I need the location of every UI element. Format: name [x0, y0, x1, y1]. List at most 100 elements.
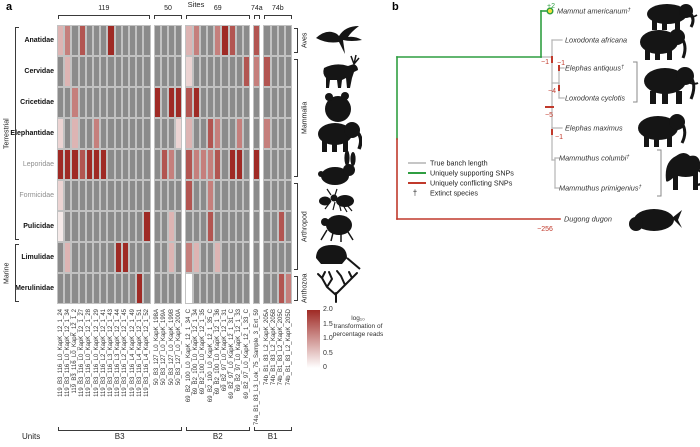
heatmap-cell [168, 118, 176, 149]
heatmap-cell [93, 56, 101, 87]
legend-label: True banch length [430, 159, 488, 168]
heatmap-cell [136, 149, 144, 180]
heatmap-cell [277, 273, 285, 304]
heatmap-cell [243, 211, 251, 242]
heatmap-cell [160, 242, 168, 273]
heatmap-cell [93, 273, 101, 304]
heatmap-cell [253, 25, 261, 56]
branch-annotation: −5 [545, 112, 553, 119]
heatmap-cell [192, 273, 200, 304]
site-label: 119 [98, 5, 110, 12]
heatmap-cell [78, 149, 86, 180]
heatmap-cell [114, 149, 122, 180]
unit-label: B1 [267, 432, 278, 441]
family-label: Merulinidae [15, 285, 54, 292]
heatmap-cell [160, 118, 168, 149]
heatmap-cell [100, 25, 108, 56]
coral-silhouette [314, 268, 360, 304]
site-label: 50 [164, 5, 172, 12]
heatmap-cell [199, 242, 207, 273]
heatmap-cell [64, 273, 72, 304]
heatmap-cell [175, 211, 183, 242]
heatmap-cell [235, 242, 243, 273]
heatmap-cell [185, 180, 193, 211]
tree-node [546, 7, 554, 15]
bird-silhouette [315, 24, 363, 56]
heatmap-cell [243, 118, 251, 149]
heatmap-cell [221, 180, 229, 211]
elephant-straight-tusked-silhouette [638, 61, 700, 105]
heatmap-cell [214, 87, 222, 118]
class-bracket [294, 183, 298, 270]
heatmap-cell [114, 273, 122, 304]
heatmap-cell [129, 149, 137, 180]
unit-bracket [57, 427, 182, 431]
heatmap-cell [143, 25, 151, 56]
elephant-silhouette [314, 117, 362, 153]
heatmap-cell [228, 56, 236, 87]
heatmap-cell [57, 56, 65, 87]
heatmap-cell [129, 87, 137, 118]
elephant-african-silhouette [634, 24, 690, 60]
heatmap-cell [192, 242, 200, 273]
heatmap-cell [129, 118, 137, 149]
heatmap-cell [121, 56, 129, 87]
heatmap-cell [199, 87, 207, 118]
heatmap-cell [153, 149, 161, 180]
deer-silhouette [314, 54, 362, 90]
heatmap-cell [221, 56, 229, 87]
heatmap-cell [129, 242, 137, 273]
heatmap-cell [114, 180, 122, 211]
heatmap-cell [143, 56, 151, 87]
family-label: Pulicidae [23, 223, 54, 230]
legend-label: Extinct species [430, 189, 478, 198]
heatmap-cell [285, 149, 293, 180]
heatmap-cell [143, 273, 151, 304]
heatmap-cell [107, 180, 115, 211]
heatmap-cell [228, 118, 236, 149]
heatmap-cell [85, 87, 93, 118]
heatmap-cell [270, 87, 278, 118]
heatmap-cell [168, 87, 176, 118]
elephant-asian-silhouette [632, 110, 692, 148]
class-bracket [294, 28, 298, 53]
colorbar-tick: 1.0 [323, 335, 333, 342]
heatmap-cell [114, 242, 122, 273]
heatmap-cell [199, 118, 207, 149]
heatmap-cell [253, 149, 261, 180]
heatmap-cell [277, 211, 285, 242]
heatmap-cell [199, 56, 207, 87]
heatmap-cell [243, 180, 251, 211]
heatmap-cell [285, 180, 293, 211]
heatmap-cell [192, 180, 200, 211]
heatmap-cell [207, 273, 215, 304]
heatmap-cell [121, 180, 129, 211]
heatmap-cell [221, 149, 229, 180]
heatmap-cell [185, 211, 193, 242]
heatmap-cell [207, 56, 215, 87]
heatmap-cell [71, 118, 79, 149]
heatmap-cell [270, 180, 278, 211]
branch-annotation: −1 [557, 60, 565, 67]
heatmap-cell [121, 25, 129, 56]
heatmap-cell [107, 149, 115, 180]
heatmap-cell [100, 180, 108, 211]
heatmap-cell [175, 56, 183, 87]
branch-annotation: +2 [547, 3, 555, 10]
heatmap-cell [57, 25, 65, 56]
heatmap-cell [270, 118, 278, 149]
heatmap-cell [185, 273, 193, 304]
branch-annotation: −1 [541, 59, 549, 66]
class-bracket [294, 59, 298, 177]
heatmap-cell [207, 180, 215, 211]
heatmap-cell [136, 273, 144, 304]
heatmap-cell [64, 56, 72, 87]
panel-b-label: b [392, 1, 399, 13]
heatmap-cell [214, 242, 222, 273]
heatmap-cell [253, 87, 261, 118]
heatmap-cell [114, 25, 122, 56]
species-label: Mammuthus primigenius† [559, 184, 642, 193]
colorbar-caption: log₁₀ transformation of percentage reads [332, 315, 384, 338]
units-axis-title: Units [22, 432, 41, 441]
heatmap-cell [235, 56, 243, 87]
